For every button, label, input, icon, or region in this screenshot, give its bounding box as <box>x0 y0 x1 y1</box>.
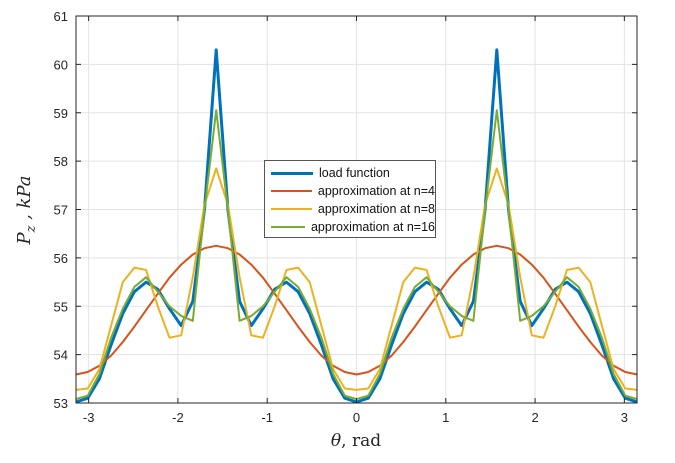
y-axis-label: Pz , kPa <box>14 175 39 245</box>
ticks: -3 -2 -1 0 1 2 3 53 54 55 56 57 58 59 60 61 <box>54 9 637 425</box>
legend-swatch <box>271 226 305 228</box>
y-axis-sub: z <box>24 225 39 233</box>
legend-label: approximation at n=4 <box>317 184 435 198</box>
legend-label: approximation at n=16 <box>310 220 435 234</box>
legend-swatch <box>271 171 313 175</box>
y-tick-label: 53 <box>54 396 68 411</box>
series-line-approximation-2 <box>75 167 638 391</box>
legend-swatch <box>271 208 312 210</box>
y-tick-label: 57 <box>54 203 68 218</box>
y-tick-label: 61 <box>54 9 68 24</box>
y-tick-label: 60 <box>54 57 68 72</box>
x-axis-unit: , rad <box>341 431 381 451</box>
x-tick-label: 2 <box>531 410 538 425</box>
x-axis-label: θ, rad <box>331 431 381 451</box>
legend-item: approximation at n=16 <box>271 218 435 236</box>
y-tick-label: 56 <box>54 251 68 266</box>
y-axis-unit: , kPa <box>14 175 35 225</box>
legend-label: load function <box>319 166 390 180</box>
legend: load function approximation at n=4 appro… <box>264 160 436 238</box>
x-tick-label: -3 <box>83 410 95 425</box>
x-tick-label: 3 <box>621 410 628 425</box>
x-tick-label: -2 <box>172 410 184 425</box>
y-tick-label: 58 <box>54 154 68 169</box>
y-tick-label: 59 <box>54 106 68 121</box>
legend-label: approximation at n=8 <box>317 202 435 216</box>
legend-item: load function <box>271 164 435 182</box>
y-tick-label: 55 <box>54 299 68 314</box>
series-line-approximation-1 <box>75 244 638 376</box>
y-axis-main: P <box>14 232 35 246</box>
x-tick-label: -1 <box>261 410 273 425</box>
x-tick-label: 1 <box>442 410 449 425</box>
y-tick-label: 54 <box>54 348 68 363</box>
legend-swatch <box>271 190 312 192</box>
x-tick-label: 0 <box>353 410 360 425</box>
x-axis-symbol: θ <box>331 431 341 451</box>
legend-item: approximation at n=8 <box>271 200 435 218</box>
legend-item: approximation at n=4 <box>271 182 435 200</box>
